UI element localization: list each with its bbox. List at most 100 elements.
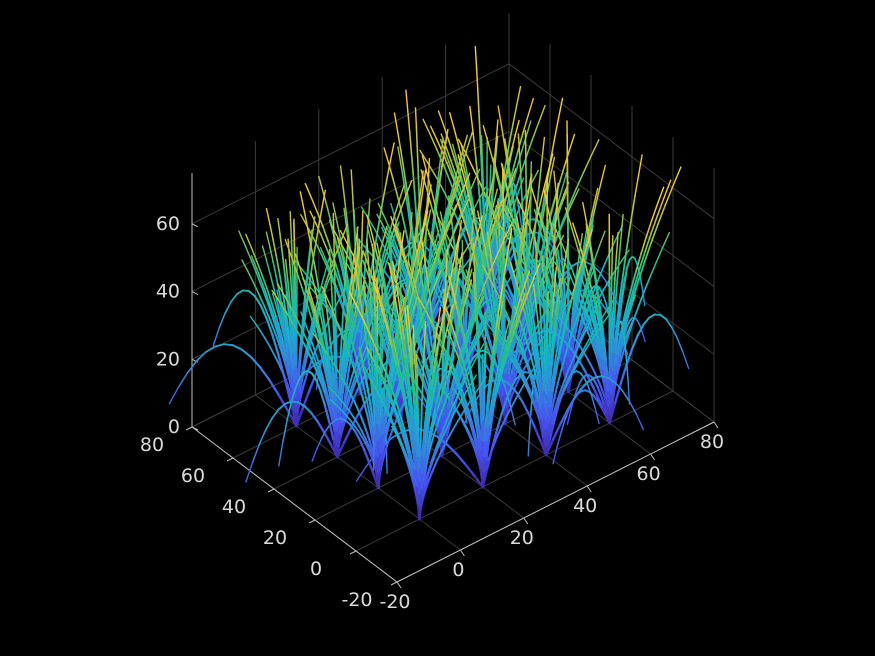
blade-segment bbox=[434, 289, 440, 300]
blade-segment bbox=[466, 220, 473, 236]
blade-segment bbox=[381, 223, 388, 235]
blade-segment bbox=[492, 212, 499, 227]
blade-segment bbox=[462, 257, 471, 269]
blade-segment bbox=[492, 160, 499, 180]
blade-segment bbox=[500, 315, 504, 332]
blade-segment bbox=[318, 175, 325, 194]
blade-segment bbox=[353, 218, 356, 237]
blade-segment bbox=[609, 350, 613, 367]
blade-segment bbox=[571, 307, 575, 322]
blade-segment bbox=[580, 232, 583, 245]
blade-segment bbox=[413, 192, 418, 214]
blade-segment bbox=[497, 105, 503, 127]
blade-segment bbox=[518, 150, 522, 169]
blade-segment bbox=[455, 293, 459, 305]
blade-segment bbox=[541, 235, 547, 251]
blade-segment bbox=[444, 202, 450, 221]
blade-segment bbox=[563, 362, 568, 374]
blade-segment bbox=[504, 211, 511, 231]
blade-segment bbox=[505, 206, 515, 221]
blade-segment bbox=[464, 211, 473, 227]
blade-segment bbox=[408, 131, 413, 154]
blade-segment bbox=[682, 351, 690, 370]
blade-segment bbox=[238, 230, 247, 247]
blade-segment bbox=[461, 146, 469, 166]
blade-segment bbox=[435, 281, 442, 294]
blade-segment bbox=[472, 168, 481, 185]
blade-segment bbox=[447, 166, 455, 182]
blade-segment bbox=[278, 269, 283, 288]
blade-segment bbox=[245, 233, 253, 249]
blade-segment bbox=[289, 210, 292, 229]
blade-segment bbox=[398, 185, 405, 202]
blade-segment bbox=[275, 274, 280, 291]
blade-segment bbox=[606, 389, 611, 408]
blade-segment bbox=[287, 281, 290, 295]
blade-segment bbox=[501, 163, 506, 179]
blade-segment bbox=[444, 214, 450, 230]
blade-segment bbox=[514, 172, 522, 191]
blade-segment bbox=[393, 112, 399, 133]
blade-segment bbox=[483, 209, 488, 227]
blade-segment bbox=[451, 181, 458, 201]
x-axis-line bbox=[396, 421, 715, 583]
blade-segment bbox=[265, 207, 271, 225]
blade-segment bbox=[557, 97, 564, 119]
blade-segment bbox=[500, 202, 509, 218]
blade-segment bbox=[508, 261, 516, 280]
blade-segment bbox=[405, 195, 410, 214]
blade-segment bbox=[600, 230, 606, 243]
blade-segment bbox=[516, 85, 522, 107]
blade-segment bbox=[578, 377, 584, 385]
blade-segment bbox=[414, 107, 418, 128]
blade-segment bbox=[448, 140, 455, 158]
blade-segment bbox=[393, 200, 400, 217]
blade-segment bbox=[422, 118, 431, 136]
blade-segment bbox=[461, 134, 468, 154]
blade-segment bbox=[440, 137, 444, 157]
blade-segment bbox=[444, 131, 449, 150]
blade-segment bbox=[467, 229, 473, 241]
blade-segment bbox=[452, 168, 459, 187]
blade-segment bbox=[641, 332, 646, 343]
blade-segment bbox=[275, 254, 280, 272]
blade-segment bbox=[636, 319, 641, 327]
blade-segment bbox=[479, 131, 482, 155]
blade-segment bbox=[269, 245, 274, 262]
blade-segment bbox=[577, 322, 584, 337]
blade-segment bbox=[650, 223, 659, 244]
blade-segment bbox=[599, 262, 607, 277]
blade-segment bbox=[662, 231, 671, 249]
blade-segment bbox=[489, 203, 495, 220]
blade-segment bbox=[383, 147, 390, 164]
blade-segment bbox=[466, 129, 474, 149]
blade-segment bbox=[542, 199, 547, 217]
blade-segment bbox=[435, 172, 440, 192]
blade-segment bbox=[495, 229, 498, 246]
blade-segment bbox=[496, 119, 499, 136]
blade-segment bbox=[610, 382, 615, 395]
blade-segment bbox=[559, 300, 563, 312]
side-wall-grid-z bbox=[508, 63, 715, 220]
grass-blades bbox=[168, 46, 690, 521]
blade-segment bbox=[507, 264, 513, 278]
blade-segment bbox=[623, 266, 629, 281]
blade-segment bbox=[506, 291, 512, 301]
blade-segment bbox=[486, 193, 491, 211]
blade-segment bbox=[511, 133, 517, 150]
blade-segment bbox=[508, 122, 514, 143]
blade-segment bbox=[664, 185, 674, 206]
blade-segment bbox=[522, 114, 529, 134]
blade-segment bbox=[335, 216, 340, 232]
blade-segment bbox=[482, 124, 489, 145]
blade-segment bbox=[374, 229, 383, 243]
blade-segment bbox=[540, 212, 545, 228]
blade-segment bbox=[504, 177, 509, 193]
blade-segment bbox=[467, 186, 473, 205]
blade-segment bbox=[616, 261, 620, 279]
blade-segment bbox=[442, 214, 448, 229]
back-wall-grid-z bbox=[191, 63, 510, 225]
blade-segment bbox=[601, 292, 607, 304]
blade-segment bbox=[268, 345, 275, 355]
blade-segment bbox=[495, 135, 499, 151]
